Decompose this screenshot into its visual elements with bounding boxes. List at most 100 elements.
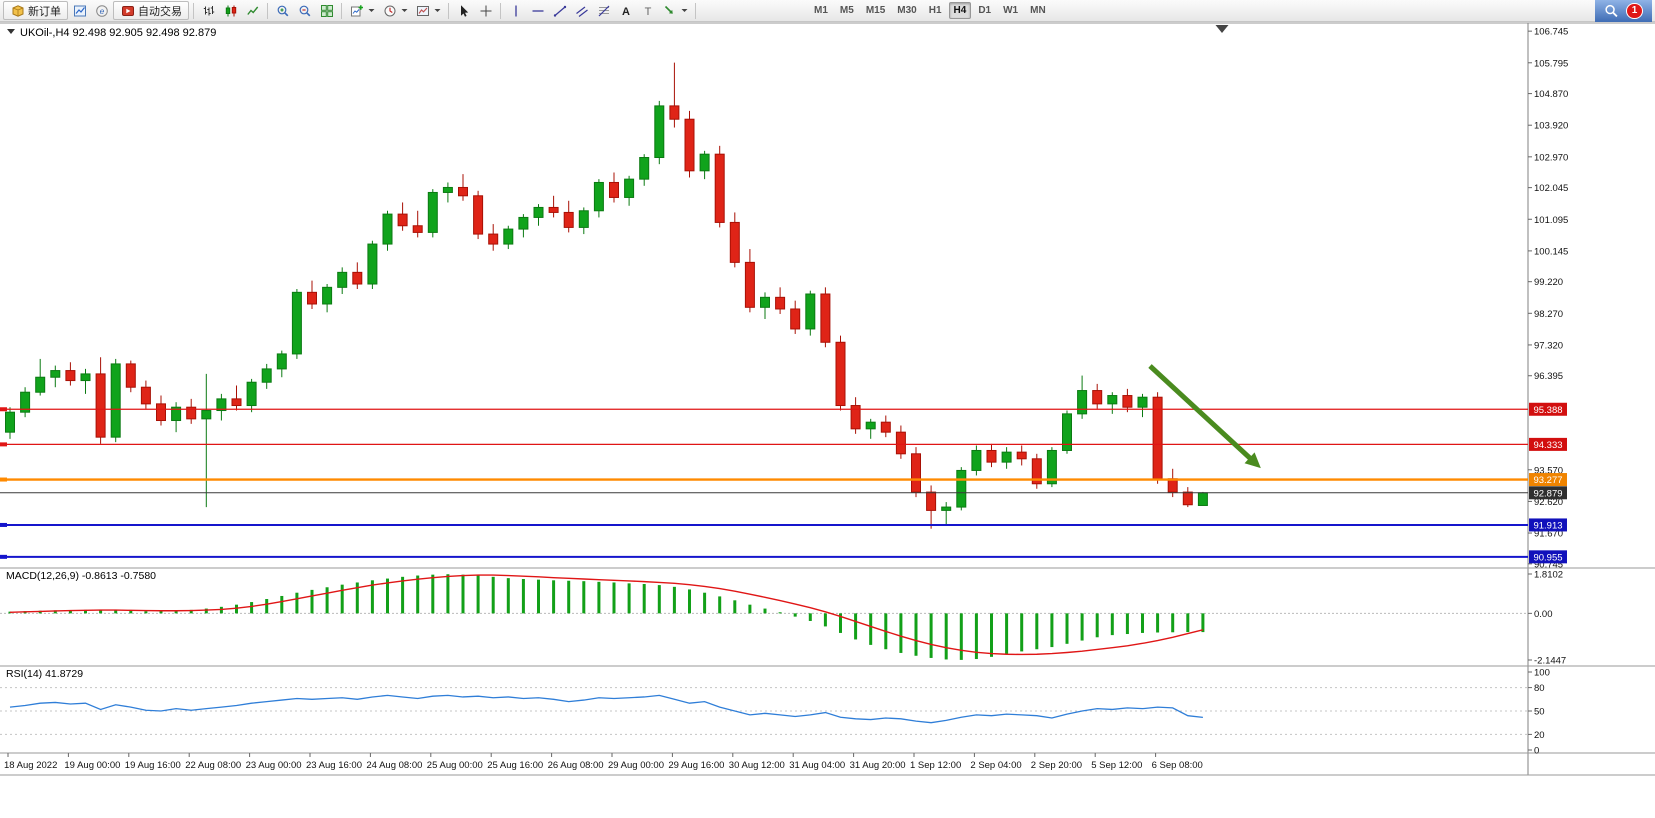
- price-axis-label: 96.395: [1534, 371, 1563, 382]
- timeframe-w1[interactable]: W1: [998, 2, 1023, 19]
- trendline-button[interactable]: [549, 1, 570, 20]
- hline-icon: [530, 3, 545, 18]
- candle-body: [1031, 458, 1042, 485]
- timeframe-m5[interactable]: M5: [835, 2, 859, 19]
- candle-body: [427, 191, 438, 233]
- equidistant-channel-button[interactable]: [571, 1, 592, 20]
- vertical-line-button[interactable]: [505, 1, 526, 20]
- macd-histogram-bar: [68, 610, 72, 614]
- candlestick-chart-button[interactable]: [220, 1, 241, 20]
- macd-signal-line: [9, 574, 1204, 656]
- macd-histogram-bar: [974, 613, 978, 660]
- svg-text:e: e: [99, 6, 104, 16]
- dropdown-caret-icon[interactable]: [681, 8, 688, 13]
- templates-button[interactable]: [412, 1, 444, 20]
- candle-body: [1016, 451, 1027, 460]
- arrows-button[interactable]: [659, 1, 691, 20]
- line-chart-button[interactable]: [242, 1, 263, 20]
- search-icon[interactable]: [1604, 3, 1619, 18]
- macd-axis-label: 0.00: [1534, 609, 1553, 620]
- new-order-button[interactable]: 新订单: [3, 1, 68, 20]
- macd-histogram-bar: [793, 613, 797, 617]
- price-axis-label: 100.145: [1534, 246, 1568, 257]
- text-label-button[interactable]: T: [637, 1, 658, 20]
- price-line-label: 94.333: [1533, 440, 1562, 451]
- timeframe-m30[interactable]: M30: [892, 2, 921, 19]
- macd-histogram-bar: [1125, 613, 1129, 635]
- macd-histogram-bar: [627, 583, 631, 614]
- horizontal-line-91-913[interactable]: 91.913: [0, 518, 1567, 532]
- new-chart-button[interactable]: [346, 1, 378, 20]
- dropdown-caret-icon[interactable]: [401, 8, 408, 13]
- price-axis-label: 93.570: [1534, 465, 1563, 476]
- market-watch-button[interactable]: [69, 1, 90, 20]
- macd-histogram-bar: [99, 610, 103, 614]
- candle-body: [307, 291, 317, 305]
- candle-body: [171, 406, 182, 422]
- tile-windows-button[interactable]: [316, 1, 337, 20]
- candle-body: [986, 449, 997, 463]
- macd-histogram-bar: [521, 579, 525, 614]
- trend-arrow-object[interactable]: [1148, 364, 1261, 469]
- candle-body: [593, 181, 604, 212]
- templates-icon: [415, 3, 430, 18]
- timeframe-m1[interactable]: M1: [809, 2, 833, 19]
- timeframe-m15[interactable]: M15: [861, 2, 890, 19]
- candle-body: [80, 373, 91, 382]
- toolbar-separator: [341, 2, 342, 19]
- macd-histogram-bar: [657, 585, 661, 614]
- time-axis-label: 30 Aug 12:00: [729, 760, 785, 771]
- periods-button[interactable]: [379, 1, 411, 20]
- candle-body: [35, 376, 46, 393]
- metaeditor-button[interactable]: e: [91, 1, 112, 20]
- price-line-label-box: [1529, 518, 1567, 532]
- candle-body: [337, 271, 348, 288]
- text-button[interactable]: A: [615, 1, 636, 20]
- crosshair-button[interactable]: [475, 1, 496, 20]
- candle-body: [563, 211, 574, 228]
- auto-trading-button[interactable]: 自动交易: [113, 1, 189, 20]
- time-axis-label: 5 Sep 12:00: [1091, 760, 1142, 771]
- rsi-axis-label: 0: [1534, 746, 1539, 757]
- chart-canvas[interactable]: 106.745 105.795 104.870 103.920 102.970 102.0…: [0, 22, 1655, 818]
- chart-header: UKOil-,H4 92.498 92.905 92.498 92.879: [7, 27, 216, 39]
- dropdown-caret-icon[interactable]: [368, 8, 375, 13]
- timeframe-h4[interactable]: H4: [948, 2, 972, 19]
- horizontal-line-93-277[interactable]: 93.277: [0, 473, 1567, 487]
- macd-histogram-bar: [144, 611, 148, 614]
- rsi-axis-label: 80: [1534, 683, 1545, 694]
- fibonacci-button[interactable]: [593, 1, 614, 20]
- cursor-button[interactable]: [453, 1, 474, 20]
- chart-shift-marker-icon[interactable]: [1215, 25, 1229, 33]
- timeframe-h1[interactable]: H1: [924, 2, 947, 19]
- chart-title-ohlc: UKOil-,H4 92.498 92.905 92.498 92.879: [20, 27, 216, 39]
- zoom-in-button[interactable]: [272, 1, 293, 20]
- macd-histogram-bar: [854, 613, 858, 640]
- zoom-out-button[interactable]: [294, 1, 315, 20]
- macd-histogram-bar: [325, 587, 329, 614]
- time-axis-label: 25 Aug 16:00: [487, 760, 543, 771]
- macd-histogram-bar: [174, 610, 178, 614]
- horizontal-line-94-333[interactable]: 94.333: [0, 437, 1567, 451]
- macd-histogram-bar: [1201, 613, 1205, 633]
- candle-body: [322, 286, 333, 305]
- timeframe-d1[interactable]: D1: [973, 2, 996, 19]
- timeframe-mn[interactable]: MN: [1025, 2, 1051, 19]
- notification-badge[interactable]: 1: [1626, 2, 1643, 19]
- macd-histogram-bar: [688, 589, 691, 614]
- chart-window[interactable]: 106.745 105.795 104.870 103.920 102.970 102.0…: [0, 22, 1655, 818]
- candle-body: [276, 353, 287, 370]
- arrow-head: [1244, 452, 1261, 469]
- horizontal-line-95-388[interactable]: 95.388: [0, 402, 1567, 416]
- bar-chart-button[interactable]: [198, 1, 219, 20]
- auto-trading-button-label: 自动交易: [138, 5, 182, 18]
- horizontal-line-90-955[interactable]: 90.955: [0, 550, 1567, 564]
- candle-body: [669, 105, 680, 120]
- dropdown-caret-icon[interactable]: [434, 8, 441, 13]
- chart-menu-arrow-icon[interactable]: [7, 29, 15, 34]
- horizontal-line-button[interactable]: [527, 1, 548, 20]
- price-axis-label: 102.045: [1534, 183, 1568, 194]
- candle-body: [1182, 491, 1193, 506]
- price-line-label-box: [1529, 402, 1567, 416]
- macd-histogram-bar: [612, 582, 616, 614]
